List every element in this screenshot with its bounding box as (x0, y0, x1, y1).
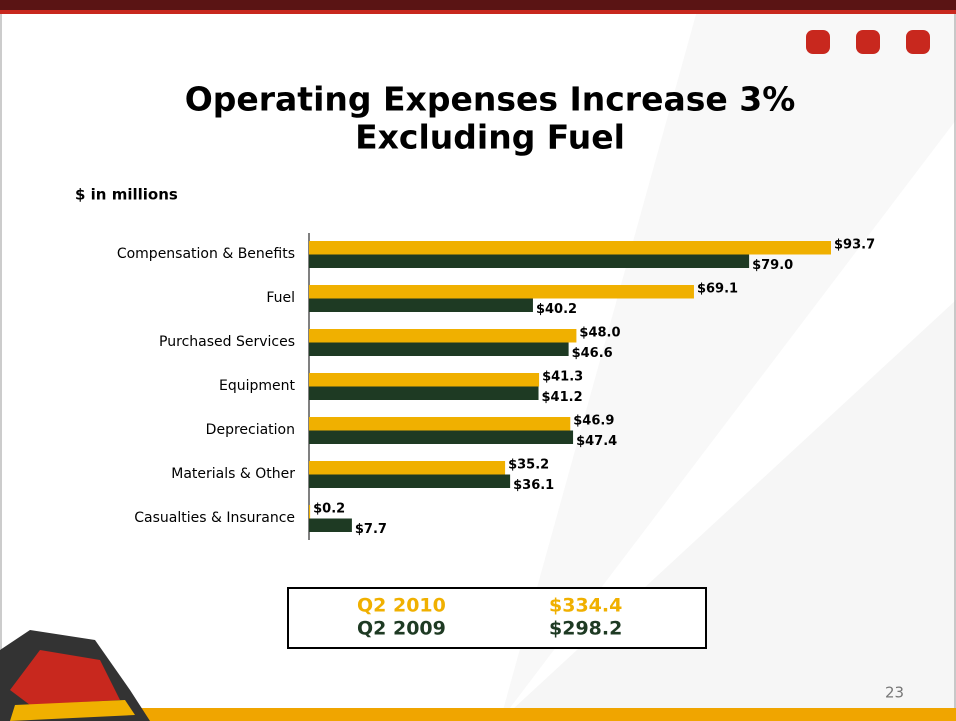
top-bar-accent (0, 10, 956, 14)
value-label: $46.6 (572, 346, 613, 361)
logo (856, 30, 880, 54)
category-label: Casualties & Insurance (134, 510, 295, 526)
logos (806, 30, 930, 54)
top-bar (0, 0, 956, 10)
value-label: $79.0 (752, 258, 793, 273)
summary-value: $298.2 (549, 618, 622, 640)
bar (309, 475, 510, 489)
summary-value: $334.4 (549, 595, 622, 617)
slide: Operating Expenses Increase 3% Excluding… (0, 0, 956, 721)
bar (309, 255, 749, 269)
value-label: $46.9 (573, 413, 614, 428)
value-label: $41.3 (542, 369, 583, 384)
bar (309, 299, 533, 313)
logo (906, 30, 930, 54)
category-label: Depreciation (206, 422, 295, 438)
value-label: $47.4 (576, 434, 617, 449)
value-label: $48.0 (579, 325, 620, 340)
bar (309, 387, 539, 401)
page-number: 23 (885, 684, 904, 702)
value-label: $93.7 (834, 237, 875, 252)
value-label: $40.2 (536, 302, 577, 317)
category-label: Purchased Services (159, 334, 295, 350)
bar (309, 505, 310, 519)
summary-label: Q2 2009 (357, 618, 446, 640)
value-label: $36.1 (513, 478, 554, 493)
title: Operating Expenses Increase 3% (185, 80, 796, 119)
category-label: Fuel (266, 290, 295, 306)
bar (309, 519, 352, 533)
bar (309, 461, 505, 475)
bar (309, 285, 694, 299)
value-label: $7.7 (355, 522, 387, 537)
bar (309, 417, 570, 431)
title: Excluding Fuel (355, 118, 625, 157)
category-label: Materials & Other (171, 466, 295, 482)
bar (309, 431, 573, 445)
unit-note: $ in millions (75, 186, 178, 204)
value-label: $0.2 (313, 501, 345, 516)
bar (309, 343, 569, 357)
value-label: $35.2 (508, 457, 549, 472)
value-label: $41.2 (542, 390, 583, 405)
bar (309, 329, 576, 343)
summary-label: Q2 2010 (357, 595, 446, 617)
bar (309, 241, 831, 255)
category-label: Compensation & Benefits (117, 246, 295, 262)
logo (806, 30, 830, 54)
summary-box (288, 588, 706, 648)
category-label: Equipment (219, 378, 296, 394)
value-label: $69.1 (697, 281, 738, 296)
bar (309, 373, 539, 387)
